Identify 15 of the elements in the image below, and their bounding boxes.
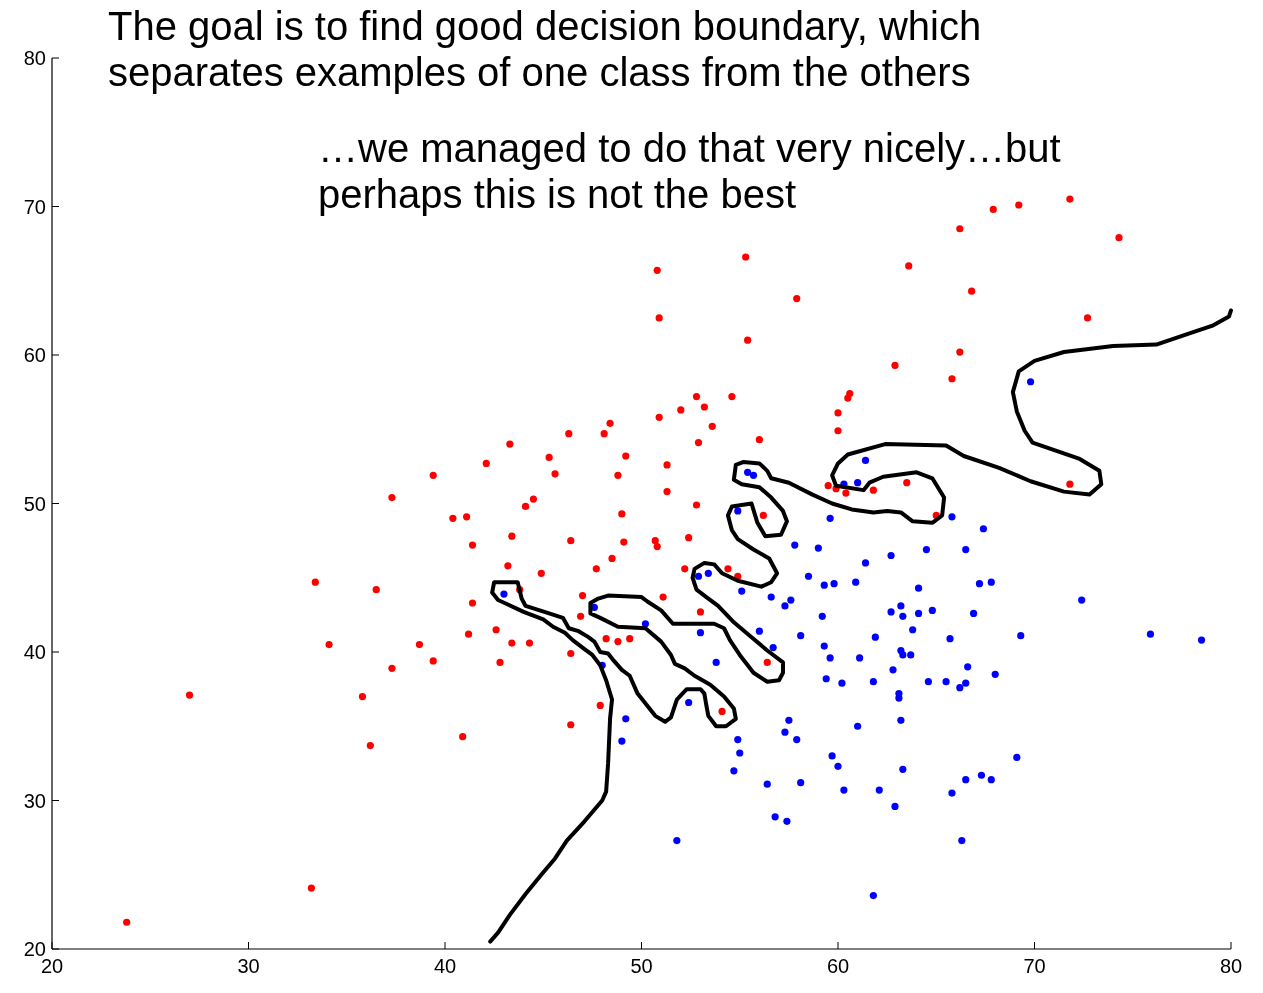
y-tick-label: 40: [23, 641, 46, 663]
annotation: …we managed to do that very nicely…but perhaps this is not the best: [318, 126, 1061, 216]
y-tick-label: 80: [23, 47, 46, 69]
annotation: The goal is to find good decision boundary, which separates examples of one class from the others: [108, 4, 982, 94]
x-tick-label: 40: [433, 955, 457, 977]
x-tick-label: 80: [1219, 955, 1243, 977]
y-tick-label: 30: [23, 789, 46, 812]
y-tick-label: 60: [23, 344, 46, 366]
y-tick-label: 50: [23, 492, 46, 515]
x-tick-label: 30: [237, 955, 260, 977]
y-tick-label: 70: [23, 195, 46, 218]
line-series: [488, 308, 1233, 944]
x-tick-label: 70: [1023, 955, 1046, 977]
x-tick-label: 60: [826, 955, 850, 977]
x-tick-label: 50: [630, 955, 653, 977]
